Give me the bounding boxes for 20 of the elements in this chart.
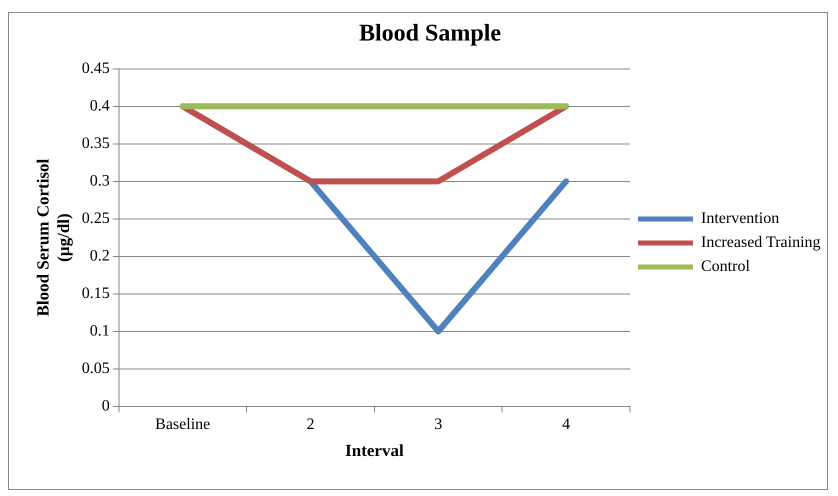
- y-tick-label: 0.35: [82, 135, 110, 152]
- x-tick-label: Baseline: [155, 416, 210, 434]
- y-axis-title: Blood Serum Cortisol (µg/dl): [34, 158, 73, 316]
- y-tick-label: 0.4: [90, 98, 110, 115]
- legend-label: Increased Training: [701, 234, 821, 252]
- y-tick-label: 0.1: [90, 322, 110, 340]
- x-tick-label: 3: [434, 416, 442, 434]
- y-tick-label: 0.15: [82, 285, 110, 302]
- x-tick-label: 4: [562, 416, 570, 434]
- y-tick-label: 0.05: [82, 360, 110, 378]
- legend-label: Intervention: [701, 210, 780, 228]
- y-tick-label: 0.3: [90, 172, 110, 190]
- chart-title: Blood Sample: [358, 20, 502, 47]
- y-tick-label: 0.25: [82, 210, 110, 228]
- x-tick-label: 2: [306, 416, 314, 434]
- y-tick-label: 0.2: [90, 248, 110, 265]
- x-axis-title: Interval: [345, 441, 404, 460]
- y-tick-label: 0.45: [82, 60, 110, 78]
- legend-label: Control: [701, 258, 750, 276]
- y-tick-label: 0: [102, 398, 110, 415]
